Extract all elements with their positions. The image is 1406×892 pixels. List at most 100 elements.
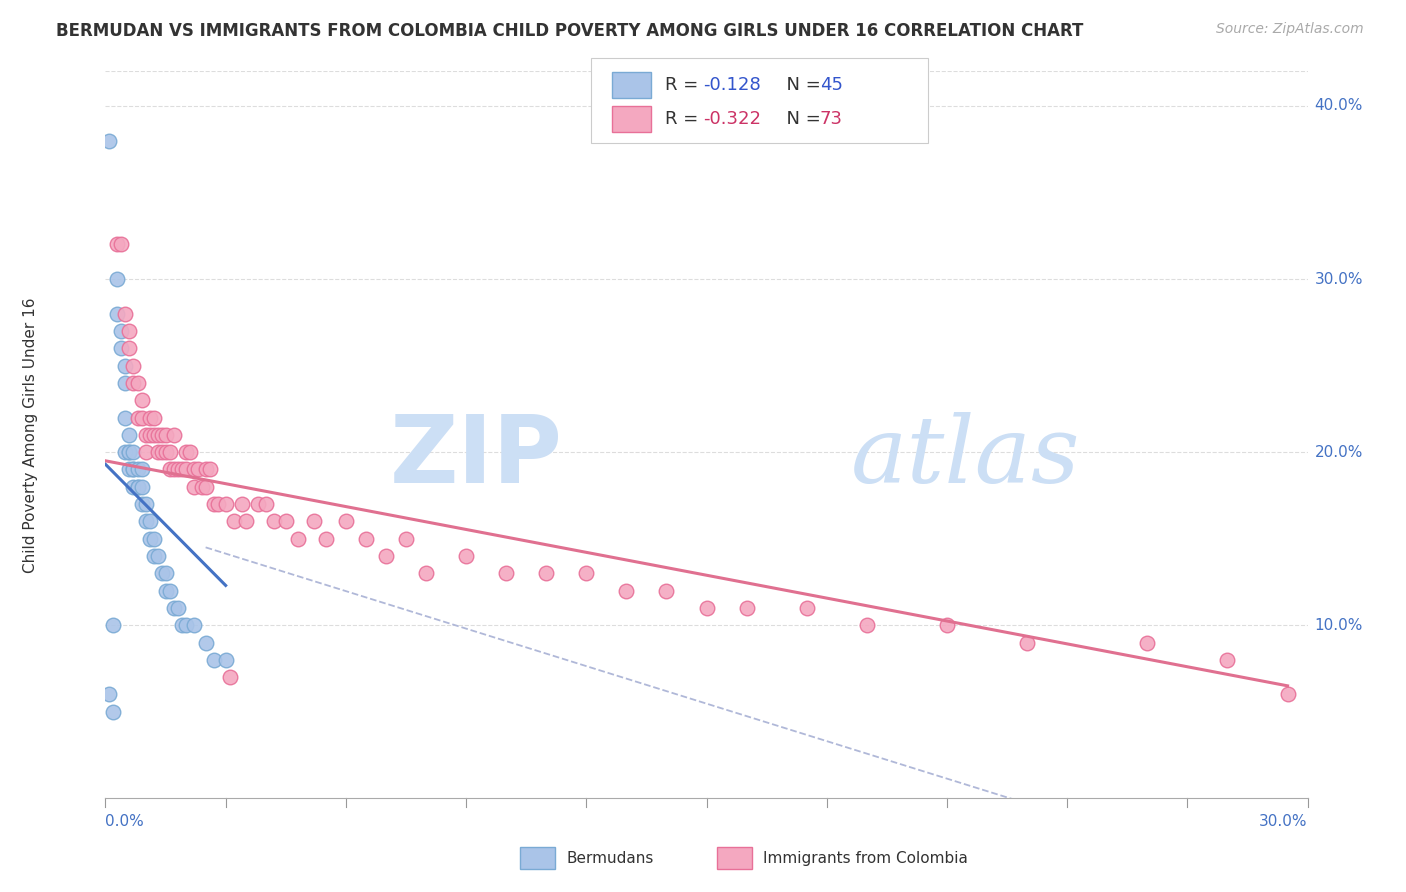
Point — [190, 480, 212, 494]
Point — [122, 480, 145, 494]
Text: atlas: atlas — [851, 412, 1080, 501]
Point — [1017, 635, 1039, 649]
Point — [118, 341, 141, 355]
Point — [335, 515, 357, 529]
Point — [142, 410, 165, 425]
Point — [150, 428, 173, 442]
Point — [155, 583, 177, 598]
Point — [207, 497, 229, 511]
Point — [131, 480, 153, 494]
Point — [114, 307, 136, 321]
Point — [127, 480, 149, 494]
Point — [118, 428, 141, 442]
Text: 73: 73 — [820, 110, 842, 128]
Point — [170, 618, 193, 632]
Text: R =: R = — [665, 76, 704, 94]
Point — [162, 462, 184, 476]
Point — [142, 549, 165, 563]
Point — [122, 376, 145, 390]
Point — [118, 445, 141, 459]
Text: Child Poverty Among Girls Under 16: Child Poverty Among Girls Under 16 — [24, 297, 38, 573]
Point — [110, 237, 132, 252]
Point — [454, 549, 477, 563]
Text: N =: N = — [775, 110, 827, 128]
Point — [138, 428, 160, 442]
Point — [218, 670, 240, 684]
Point — [159, 462, 181, 476]
Point — [287, 532, 309, 546]
Point — [1216, 653, 1239, 667]
Point — [222, 515, 245, 529]
Point — [107, 272, 129, 286]
Point — [107, 237, 129, 252]
Text: 40.0%: 40.0% — [1315, 98, 1362, 113]
Point — [354, 532, 377, 546]
Text: 45: 45 — [820, 76, 842, 94]
Text: 20.0%: 20.0% — [1315, 444, 1362, 459]
Point — [107, 307, 129, 321]
Point — [1136, 635, 1159, 649]
Point — [131, 497, 153, 511]
Point — [110, 341, 132, 355]
Point — [162, 428, 184, 442]
Point — [179, 445, 201, 459]
Point — [135, 515, 157, 529]
Point — [162, 601, 184, 615]
Point — [122, 462, 145, 476]
Point — [616, 583, 638, 598]
Point — [135, 445, 157, 459]
Text: N =: N = — [775, 76, 827, 94]
Point — [214, 653, 236, 667]
Point — [735, 601, 758, 615]
Point — [575, 566, 598, 581]
Point — [122, 359, 145, 373]
Point — [254, 497, 277, 511]
Point — [194, 480, 217, 494]
Point — [198, 462, 221, 476]
Point — [936, 618, 959, 632]
Point — [155, 428, 177, 442]
Point — [415, 566, 437, 581]
Point — [127, 462, 149, 476]
Point — [855, 618, 877, 632]
Text: 10.0%: 10.0% — [1315, 618, 1362, 632]
Point — [127, 480, 149, 494]
Point — [135, 428, 157, 442]
Point — [103, 705, 125, 719]
Text: -0.128: -0.128 — [703, 76, 761, 94]
Point — [174, 618, 197, 632]
Point — [138, 532, 160, 546]
Point — [183, 618, 205, 632]
Point — [131, 393, 153, 408]
Point — [534, 566, 557, 581]
Text: 30.0%: 30.0% — [1260, 814, 1308, 829]
Point — [122, 445, 145, 459]
Text: BERMUDAN VS IMMIGRANTS FROM COLOMBIA CHILD POVERTY AMONG GIRLS UNDER 16 CORRELAT: BERMUDAN VS IMMIGRANTS FROM COLOMBIA CHI… — [56, 22, 1084, 40]
Point — [166, 462, 188, 476]
Point — [127, 410, 149, 425]
Point — [135, 497, 157, 511]
Point — [150, 445, 173, 459]
Point — [114, 376, 136, 390]
Point — [655, 583, 678, 598]
Point — [155, 566, 177, 581]
Point — [263, 515, 285, 529]
Point — [122, 462, 145, 476]
Point — [174, 445, 197, 459]
Point — [159, 583, 181, 598]
Point — [235, 515, 257, 529]
Text: -0.322: -0.322 — [703, 110, 761, 128]
Text: Bermudans: Bermudans — [567, 851, 654, 865]
Point — [159, 445, 181, 459]
Point — [166, 601, 188, 615]
Point — [696, 601, 718, 615]
Point — [131, 462, 153, 476]
Point — [214, 497, 236, 511]
Point — [1277, 688, 1299, 702]
Point — [146, 428, 169, 442]
Point — [202, 497, 225, 511]
Point — [110, 324, 132, 338]
Point — [118, 324, 141, 338]
Point — [127, 376, 149, 390]
Point — [194, 462, 217, 476]
